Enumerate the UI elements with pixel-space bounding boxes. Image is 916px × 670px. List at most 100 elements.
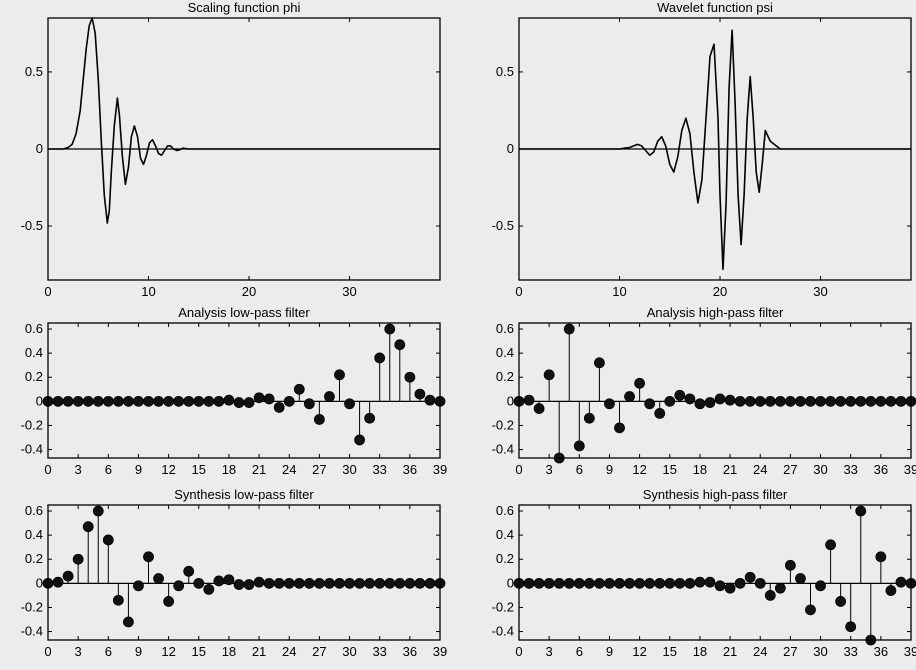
y-tick-label: -0.5 [21,218,43,233]
stem-marker [754,577,766,589]
x-tick-label: 9 [135,644,142,659]
stem-marker [102,395,114,407]
chart-title: Scaling function phi [188,0,301,15]
stem-marker [364,577,376,589]
x-tick-label: 21 [252,644,266,659]
stem-marker [885,395,897,407]
stem-marker [163,395,175,407]
x-tick-label: 0 [44,644,51,659]
y-tick-label: -0.4 [492,442,514,457]
x-tick-label: 30 [813,284,827,299]
stem-marker [714,580,726,592]
stem-marker [143,551,154,563]
y-tick-label: -0.2 [21,417,43,432]
stem-marker [634,377,646,389]
x-tick-label: 39 [433,462,447,477]
stem-marker [664,395,676,407]
stem-marker [825,395,836,407]
stem-marker [694,576,706,588]
stem-marker [895,395,907,407]
x-tick-label: 39 [433,644,447,659]
plot-frame [518,504,912,641]
x-tick-label: 15 [663,644,677,659]
stem-marker [243,579,255,590]
stem-marker [404,371,416,383]
x-tick-label: 15 [663,462,677,477]
y-tick-label: 0.4 [496,527,514,542]
stem-marker [193,395,205,407]
stem-marker [223,394,235,406]
chart-title: Synthesis high-pass filter [643,487,788,502]
stem-marker [563,323,575,335]
x-tick-label: 6 [105,644,112,659]
y-tick-label: 0 [36,141,43,156]
chart-title: Analysis low-pass filter [178,305,310,320]
stem-marker [734,395,746,407]
stem-marker [523,577,535,589]
x-tick-label: 18 [222,644,236,659]
stem-marker [825,539,836,551]
stem-marker [424,577,436,589]
stem-marker [774,395,786,407]
stem-marker [583,412,595,424]
stem-marker [92,395,104,407]
stem-marker [684,393,696,405]
x-tick-label: 18 [222,462,236,477]
x-tick-label: 36 [874,644,888,659]
stem-marker [835,596,847,607]
stem-marker [684,577,696,589]
stem-marker [374,577,386,589]
stem-marker [313,577,325,589]
stem-marker [52,576,64,588]
x-tick-label: 33 [843,644,857,659]
stem-marker [855,505,867,517]
stem-marker [815,395,826,407]
stem-marker [734,577,746,589]
stem-marker [354,434,365,446]
x-tick-label: 33 [372,462,386,477]
x-tick-label: 30 [342,644,356,659]
stem-marker [644,577,656,589]
y-tick-label: 0.4 [496,345,514,360]
stem-marker [774,582,786,594]
y-tick-label: 0.5 [25,64,43,79]
stem-marker [583,577,595,589]
stem-marker [62,570,74,582]
x-tick-label: 10 [141,284,155,299]
stem-marker [193,577,205,589]
stem-marker [624,577,635,589]
y-tick-label: -0.2 [492,599,514,614]
stem-marker [704,397,716,408]
x-tick-label: 0 [515,644,522,659]
y-tick-label: 0.2 [496,369,514,384]
stem-marker [203,395,215,407]
y-tick-label: 0.2 [25,551,43,566]
x-tick-label: 24 [753,462,767,477]
axis-ticks [518,505,912,640]
x-tick-label: 12 [632,462,646,477]
stem-marker [133,580,144,592]
stem-marker [895,576,907,588]
x-tick-label: 9 [135,462,142,477]
stem-marker [303,577,315,589]
x-tick-label: 20 [713,284,727,299]
stem-marker [855,395,867,407]
stem-marker [604,398,615,410]
stem-marker [253,392,265,404]
stem-marker [784,559,796,571]
x-tick-label: 6 [105,462,112,477]
series-line [48,17,440,224]
stem-marker [414,388,426,400]
stem-marker [203,583,215,595]
stem-marker [875,551,887,563]
stem-marker [764,395,776,407]
x-tick-label: 18 [693,644,707,659]
x-tick-label: 21 [252,462,266,477]
y-tick-label: 0.6 [25,503,43,518]
x-tick-label: 30 [342,284,356,299]
x-tick-label: 33 [372,644,386,659]
x-tick-label: 3 [75,462,82,477]
axis-ticks [47,505,441,640]
y-tick-label: 0.2 [496,551,514,566]
